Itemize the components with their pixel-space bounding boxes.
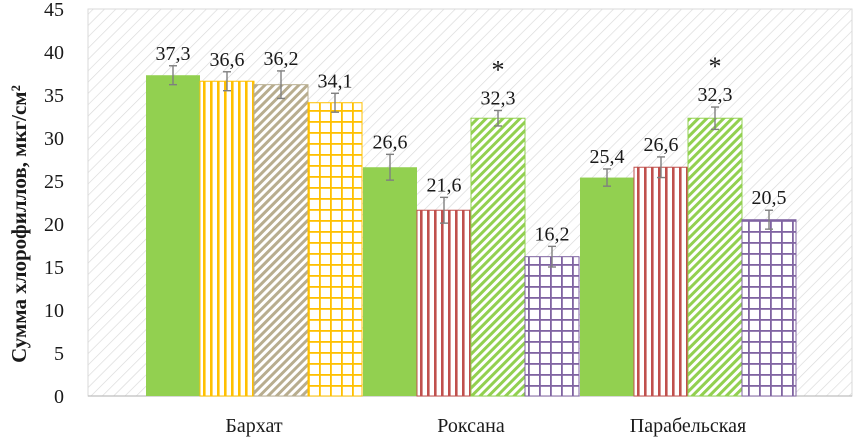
y-tick-label: 45: [44, 0, 64, 21]
error-bar: [386, 153, 394, 181]
error-bar: [657, 156, 665, 179]
data-label: 25,4: [590, 146, 625, 168]
data-label: 37,3: [156, 43, 191, 65]
data-label: 26,6: [644, 134, 679, 156]
y-tick-label: 40: [44, 42, 64, 64]
x-category-label: Парабельская: [630, 415, 746, 437]
bar: [199, 80, 255, 397]
bar: [580, 177, 634, 396]
bar: [253, 84, 309, 397]
data-label: 32,3: [698, 84, 733, 106]
x-category-label: Бархат: [225, 415, 282, 437]
bar: [633, 166, 689, 397]
error-bar: [277, 70, 285, 100]
bar: [363, 167, 417, 396]
error-bar: [169, 65, 177, 86]
bar: [741, 219, 797, 397]
error-bar: [765, 209, 773, 230]
bar: [416, 209, 472, 397]
bar: [470, 117, 526, 397]
y-tick-label: 30: [44, 128, 64, 150]
y-axis-title: Сумма хлорофиллов, мкг/см²: [7, 85, 31, 363]
error-bar: [440, 196, 448, 224]
error-bar: [711, 106, 719, 131]
error-bar: [548, 245, 556, 268]
labels: 37,3 36,6 36,2 34,1 Бархат 26,6 21,6 32,3 * 16,2 Р…: [156, 43, 787, 437]
data-label: 32,3: [481, 87, 516, 109]
y-tick-label: 10: [44, 300, 64, 322]
y-tick-label: 25: [44, 171, 64, 193]
error-bar: [603, 168, 611, 187]
y-tick-label: 15: [44, 257, 64, 279]
data-label: 21,6: [427, 174, 462, 196]
error-bar: [494, 109, 502, 127]
error-bar: [331, 92, 339, 113]
y-tick-label: 5: [54, 343, 64, 365]
bar: [687, 117, 743, 397]
y-tick-label: 20: [44, 214, 64, 236]
y-tick-label: 35: [44, 85, 64, 107]
error-bar: [223, 71, 231, 92]
data-label: 16,2: [535, 223, 570, 245]
data-label: 34,1: [318, 70, 353, 92]
data-label: 36,6: [210, 49, 245, 71]
significance-marker: *: [709, 52, 722, 81]
x-category-label: Роксана: [437, 415, 505, 437]
significance-marker: *: [492, 55, 505, 84]
data-label: 20,5: [752, 187, 787, 209]
bar: [524, 256, 580, 397]
y-tick-label: 0: [54, 386, 64, 408]
data-label: 36,2: [264, 48, 299, 70]
bars: [146, 65, 797, 397]
bar: [307, 102, 363, 397]
bar: [146, 75, 200, 396]
data-label: 26,6: [373, 131, 408, 153]
